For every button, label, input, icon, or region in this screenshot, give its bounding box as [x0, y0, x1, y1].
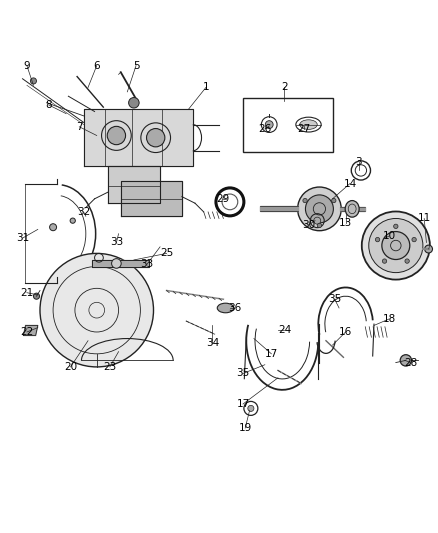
Text: 30: 30 [302, 220, 315, 230]
Text: 31: 31 [16, 233, 29, 243]
Text: 9: 9 [24, 61, 30, 71]
Circle shape [369, 219, 423, 272]
Polygon shape [84, 109, 193, 166]
Circle shape [405, 259, 409, 263]
Polygon shape [121, 181, 182, 216]
Text: 36: 36 [228, 303, 241, 313]
Text: 13: 13 [339, 218, 352, 228]
Text: 11: 11 [417, 214, 431, 223]
Text: 26: 26 [258, 124, 272, 134]
Circle shape [265, 120, 273, 128]
Text: 33: 33 [140, 260, 154, 269]
Text: 14: 14 [343, 179, 357, 189]
Text: 23: 23 [103, 362, 117, 372]
Circle shape [382, 259, 387, 263]
Text: 5: 5 [133, 61, 139, 71]
Text: 34: 34 [206, 338, 219, 348]
Text: 8: 8 [46, 100, 52, 110]
Text: 35: 35 [328, 294, 341, 304]
Ellipse shape [300, 120, 317, 130]
Ellipse shape [217, 303, 234, 313]
Circle shape [362, 212, 430, 280]
Polygon shape [261, 206, 298, 212]
Text: 17: 17 [237, 399, 250, 409]
Text: 1: 1 [203, 83, 209, 93]
Polygon shape [108, 166, 160, 203]
Text: 21: 21 [20, 288, 34, 298]
Text: 3: 3 [355, 157, 362, 167]
Ellipse shape [345, 200, 359, 217]
Circle shape [49, 224, 57, 231]
Circle shape [70, 218, 75, 223]
Circle shape [248, 405, 254, 411]
Circle shape [314, 217, 321, 224]
Circle shape [332, 198, 336, 203]
Polygon shape [340, 207, 365, 211]
Text: 25: 25 [160, 248, 173, 259]
Polygon shape [92, 260, 149, 268]
Circle shape [129, 98, 139, 108]
Circle shape [317, 223, 321, 228]
Text: 28: 28 [404, 358, 418, 368]
Circle shape [382, 231, 410, 260]
Circle shape [375, 237, 380, 242]
Text: 10: 10 [383, 231, 396, 241]
Text: 35: 35 [237, 368, 250, 378]
Circle shape [297, 187, 341, 231]
Circle shape [147, 128, 165, 147]
Circle shape [107, 126, 126, 144]
Text: 32: 32 [77, 207, 90, 217]
Circle shape [400, 354, 412, 366]
Text: 18: 18 [383, 314, 396, 324]
Circle shape [412, 237, 416, 242]
Circle shape [305, 195, 333, 223]
Text: 7: 7 [76, 122, 83, 132]
Circle shape [303, 198, 307, 203]
Text: 29: 29 [217, 194, 230, 204]
Polygon shape [23, 326, 38, 335]
Circle shape [425, 245, 432, 253]
Text: 2: 2 [281, 83, 288, 93]
Circle shape [112, 259, 121, 268]
Text: 20: 20 [64, 362, 77, 372]
Circle shape [394, 224, 398, 229]
Text: 6: 6 [93, 61, 100, 71]
Text: 33: 33 [110, 238, 123, 247]
Circle shape [33, 293, 39, 299]
Bar [243, 98, 332, 152]
Text: 16: 16 [339, 327, 352, 337]
Text: 22: 22 [20, 327, 34, 337]
Text: 27: 27 [297, 124, 311, 134]
Text: 19: 19 [239, 423, 252, 433]
Circle shape [40, 253, 153, 367]
Text: 17: 17 [265, 349, 278, 359]
Circle shape [30, 78, 36, 84]
Text: 24: 24 [278, 325, 291, 335]
